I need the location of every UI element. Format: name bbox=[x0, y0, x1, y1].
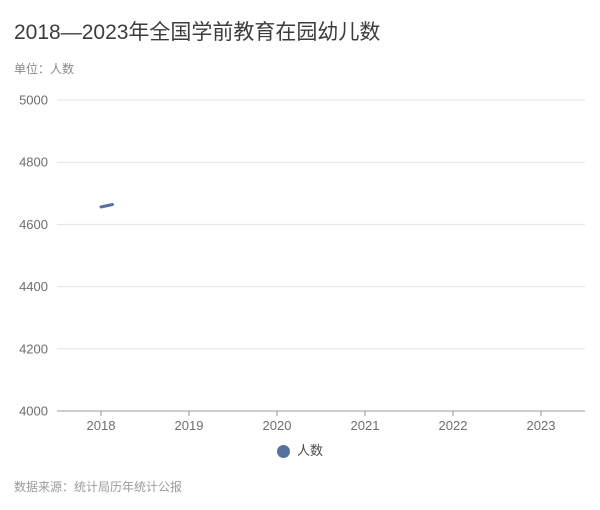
y-axis-tick-label: 5000 bbox=[19, 93, 48, 108]
legend-item-renshu[interactable]: 人数 bbox=[0, 441, 600, 461]
y-axis-tick-label: 4800 bbox=[19, 155, 48, 170]
x-axis-tick-label: 2021 bbox=[351, 418, 380, 433]
y-axis-tick-label: 4200 bbox=[19, 341, 48, 356]
series-line-人数[interactable] bbox=[99, 202, 114, 209]
x-axis-tick-label: 2022 bbox=[439, 418, 468, 433]
x-axis-tick-label: 2018 bbox=[87, 418, 116, 433]
x-axis-tick-label: 2019 bbox=[175, 418, 204, 433]
y-axis-tick-label: 4600 bbox=[19, 217, 48, 232]
chart-title: 2018—2023年全国学前教育在园幼儿数 bbox=[14, 21, 381, 44]
x-axis-tick-label: 2023 bbox=[527, 418, 556, 433]
y-axis-tick-label: 4400 bbox=[19, 279, 48, 294]
y-axis-tick-label: 4000 bbox=[19, 404, 48, 419]
unit-label: 单位：人数 bbox=[14, 62, 75, 76]
data-source-note: 数据来源：统计局历年统计公报 bbox=[14, 480, 183, 494]
legend-marker-icon bbox=[276, 444, 290, 458]
x-axis-tick-label: 2020 bbox=[263, 418, 292, 433]
legend-label: 人数 bbox=[296, 443, 323, 458]
